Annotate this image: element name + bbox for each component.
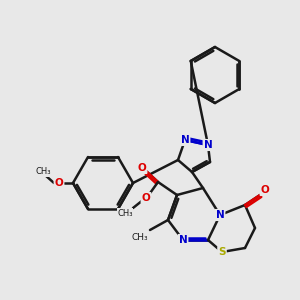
- Text: O: O: [138, 163, 146, 173]
- Text: O: O: [142, 193, 150, 203]
- Text: CH₃: CH₃: [132, 233, 148, 242]
- Text: O: O: [261, 185, 269, 195]
- Text: N: N: [178, 235, 188, 245]
- Text: S: S: [218, 247, 226, 257]
- Text: CH₃: CH₃: [117, 208, 133, 217]
- Text: CH₃: CH₃: [35, 167, 51, 176]
- Text: N: N: [204, 140, 212, 150]
- Text: N: N: [181, 135, 189, 145]
- Text: O: O: [55, 178, 63, 188]
- Text: N: N: [216, 210, 224, 220]
